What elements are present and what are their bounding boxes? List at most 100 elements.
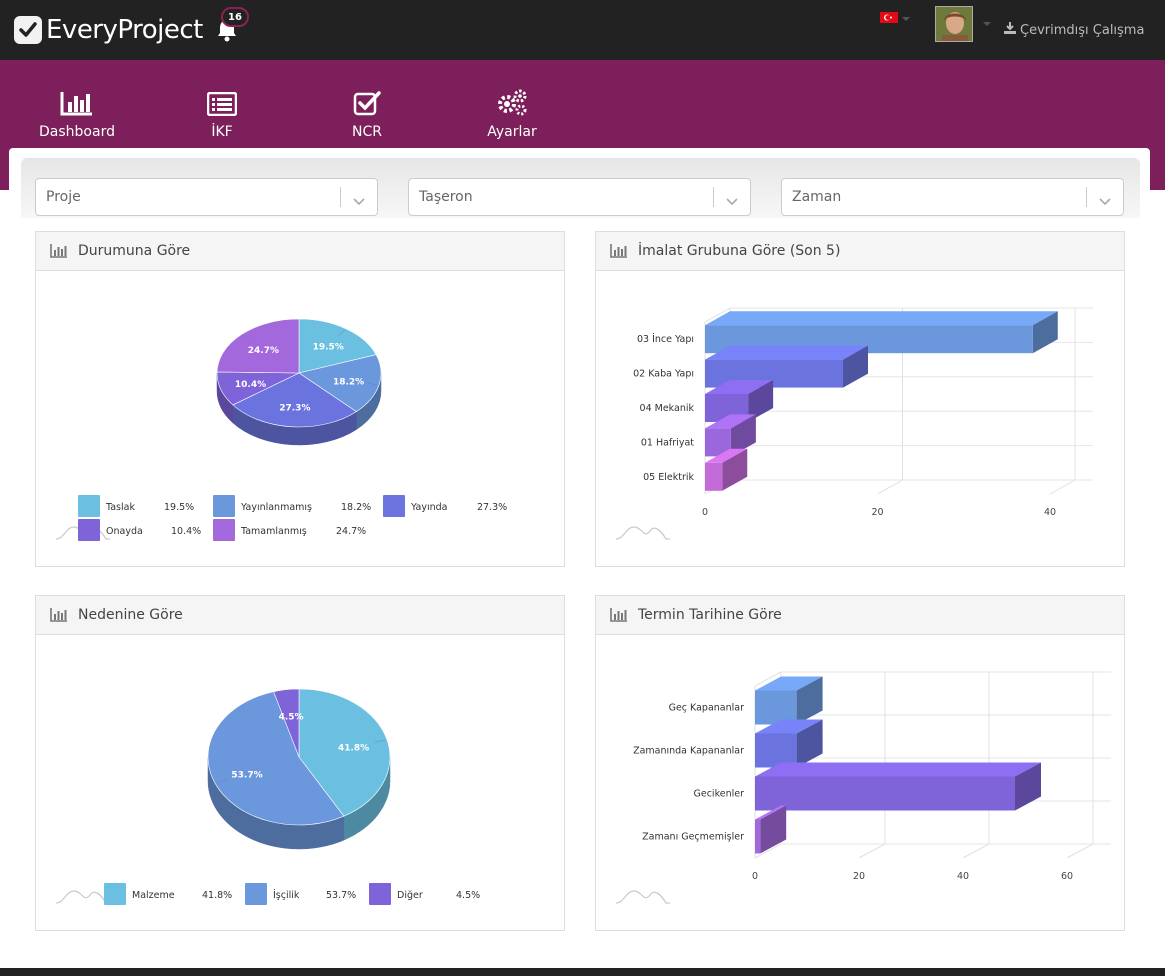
card-title: Termin Tarihine Göre: [638, 607, 782, 623]
bar-chart-icon: [50, 608, 68, 622]
gears-icon: [462, 86, 562, 116]
legend-label: Onayda: [106, 526, 143, 537]
group-card: İmalat Grubuna Göre (Son 5) 0 20 40 03 İnce…: [595, 231, 1125, 567]
nav-label: Dashboard: [39, 124, 115, 140]
download-icon: [1004, 22, 1016, 38]
nav-settings[interactable]: Ayarlar: [462, 86, 562, 140]
card-header: Nedenine Göre: [36, 596, 564, 635]
grid-line: [704, 307, 731, 323]
offline-label: Çevrimdışı Çalışma: [1020, 22, 1145, 38]
bar-top: [755, 719, 823, 734]
bar-side: [722, 448, 748, 491]
legend-swatch: [104, 883, 126, 905]
bar-side: [748, 380, 774, 422]
y-category-label: 05 Elektrik: [643, 472, 694, 483]
legend-label: Diğer: [397, 890, 423, 901]
bottom-bar: [0, 968, 1165, 976]
chevron-down-icon[interactable]: [902, 17, 910, 21]
x-tick-label: 60: [1061, 871, 1073, 882]
card-header: Durumuna Göre: [36, 232, 564, 271]
grid-line: [1049, 479, 1076, 495]
avatar[interactable]: [935, 6, 973, 42]
y-category-label: 03 İnce Yapı: [637, 334, 694, 345]
legend-label: Yayında: [410, 502, 447, 513]
x-tick-label: 0: [702, 507, 708, 518]
bar-top: [705, 414, 756, 429]
x-tick-label: 40: [1044, 507, 1056, 518]
chevron-down-icon[interactable]: [983, 22, 991, 26]
group-bar-chart: 0 20 40 03 İnce Yapı 02 Kaba Yapı 04 Mekanik 0…: [615, 307, 1093, 540]
time-select[interactable]: Zaman: [781, 178, 1124, 216]
legend-swatch: [213, 495, 235, 517]
x-tick-label: 20: [853, 871, 865, 882]
chevron-down-icon: [726, 191, 738, 210]
offline-mode-link[interactable]: Çevrimdışı Çalışma: [1004, 22, 1144, 38]
legend-value: 41.8%: [202, 890, 232, 901]
nav-dashboard[interactable]: Dashboard: [27, 86, 127, 140]
pie-slice: [298, 318, 377, 374]
chart-credits-mark: [615, 890, 670, 904]
pie-slice: [232, 372, 357, 428]
grid-line: [858, 843, 886, 859]
bar: [755, 776, 1015, 811]
y-category-label: 04 Mekanik: [640, 403, 695, 414]
select-placeholder: Proje: [46, 189, 81, 205]
chart-credits-mark: [55, 890, 110, 904]
nav-label: NCR: [352, 124, 382, 140]
reason-card: Nedenine Göre 41.8% 53.7% 4.5% Malzeme 41.8%…: [35, 595, 565, 931]
bar: [705, 462, 723, 491]
project-select[interactable]: Proje: [35, 178, 378, 216]
pie-leader-line: [367, 383, 378, 386]
card-title: İmalat Grubuna Göre (Son 5): [638, 243, 841, 259]
bar-top: [705, 345, 868, 360]
bar-side: [796, 719, 823, 768]
legend-label: Yayınlanmamış: [240, 502, 312, 513]
bar: [755, 690, 797, 725]
notification-badge[interactable]: 16: [221, 7, 249, 27]
bar-side: [760, 805, 787, 854]
subcontractor-select[interactable]: Taşeron: [408, 178, 751, 216]
y-category-label: Gecikenler: [694, 789, 745, 800]
pie-slice: [298, 354, 382, 412]
y-category-label: 01 Hafriyat: [641, 437, 694, 448]
status-card: Durumuna Göre 19.5% 18.2% 27.3% 10.4% 24.7% T…: [35, 231, 565, 567]
bar-top: [755, 805, 787, 820]
nav-ikf[interactable]: İKF: [172, 86, 272, 140]
bar-top: [755, 676, 823, 691]
pie-value-label: 41.8%: [338, 743, 369, 753]
legend-swatch: [213, 519, 235, 541]
y-category-label: Zamanı Geçmemişler: [642, 832, 744, 843]
brand[interactable]: EveryProject: [14, 13, 203, 47]
turkey-flag-icon[interactable]: [880, 12, 898, 23]
chart-credits-mark: [615, 526, 670, 540]
chevron-down-icon: [1099, 191, 1111, 210]
pie-slice: [207, 691, 345, 826]
bar-side: [1032, 311, 1058, 354]
legend-swatch: [78, 495, 100, 517]
bar-top: [705, 311, 1058, 326]
due-card: Termin Tarihine Göre 0 20 40 60 Geç Kapananl…: [595, 595, 1125, 931]
card-title: Nedenine Göre: [78, 607, 183, 623]
x-tick-label: 40: [957, 871, 969, 882]
y-category-label: 02 Kaba Yapı: [633, 369, 694, 380]
nav-ncr[interactable]: NCR: [317, 86, 417, 140]
select-placeholder: Zaman: [792, 189, 842, 205]
legend-swatch: [245, 883, 267, 905]
pie-leader-line: [339, 329, 346, 336]
legend-label: Taslak: [105, 502, 135, 513]
x-tick-label: 20: [871, 507, 883, 518]
grid-line: [754, 671, 782, 687]
bar-side: [1015, 762, 1041, 811]
pie-value-label: 27.3%: [279, 403, 310, 413]
legend-label: İşçilik: [273, 890, 300, 901]
bar: [755, 733, 797, 768]
bar-side: [796, 676, 823, 725]
card-header: Termin Tarihine Göre: [596, 596, 1124, 635]
bar-top: [705, 448, 748, 463]
legend-label: Malzeme: [132, 890, 175, 901]
legend-label: Tamamlanmış: [240, 526, 307, 537]
legend-value: 24.7%: [336, 526, 366, 537]
legend-value: 18.2%: [341, 502, 371, 513]
legend-swatch: [78, 519, 100, 541]
pie-leader-line: [292, 419, 294, 426]
